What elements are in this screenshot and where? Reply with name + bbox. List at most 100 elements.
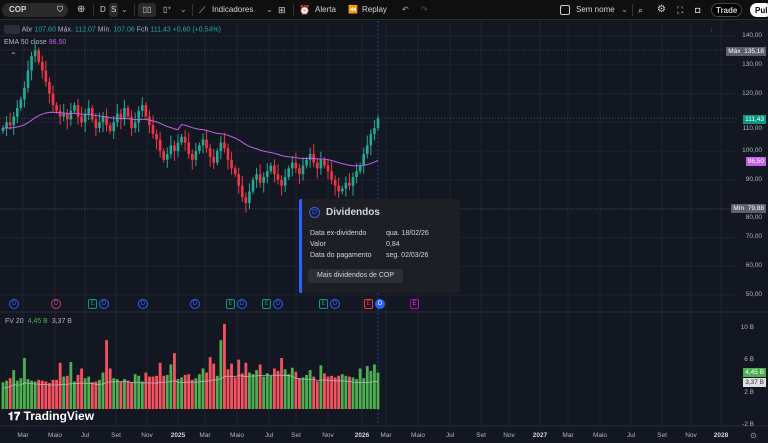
undo-icon[interactable]: ↶ — [402, 5, 409, 14]
redo-icon[interactable]: ↷ — [421, 5, 428, 14]
dividend-marker[interactable]: D — [51, 299, 61, 309]
alarm-icon: ⏰ — [299, 5, 311, 15]
replay-button[interactable]: Replay — [362, 5, 387, 14]
layouts-grid-icon[interactable]: ⊞ — [278, 5, 286, 15]
dividend-marker[interactable]: D — [273, 299, 283, 309]
quick-search-icon[interactable]: ⌕ — [638, 5, 644, 15]
volume-bar — [326, 376, 330, 409]
dividend-marker[interactable]: D — [237, 299, 247, 309]
candle-body — [351, 177, 355, 186]
volume-bar — [76, 374, 80, 409]
indicators-icon[interactable]: ⟋ — [199, 5, 206, 15]
price-tick: 140,00 — [742, 32, 762, 39]
volume-bar — [208, 357, 212, 409]
candles-icon[interactable]: ▯▯ — [138, 3, 156, 17]
candle-body — [365, 145, 369, 154]
volume-bar — [365, 366, 369, 409]
candle-body — [355, 171, 358, 178]
candle-body — [255, 174, 258, 180]
volume-bar — [87, 376, 91, 409]
interval-day[interactable]: D — [100, 5, 106, 14]
volume-bar — [108, 368, 112, 409]
volume-bar — [73, 381, 76, 409]
payment-date-value: seg. 02/03/26 — [386, 252, 429, 259]
open-value: 107,60 — [34, 26, 56, 34]
chevron-down-icon[interactable]: ⌄ — [621, 5, 628, 14]
trade-button[interactable]: Trade — [711, 3, 743, 17]
volume-legend[interactable]: FV 20 4,45 B 3,37 B — [5, 318, 72, 325]
max-value: 135,18 — [744, 48, 764, 55]
replay-icon: ⏪ — [348, 5, 358, 14]
volume-bar — [48, 383, 51, 409]
volume-bar — [262, 376, 266, 409]
volume-bar — [212, 363, 216, 409]
volume-bar — [40, 380, 44, 409]
dividend-marker-active[interactable]: D — [375, 299, 385, 309]
candle-body — [240, 185, 244, 198]
ema-legend[interactable]: EMA 50 close 96,50 — [4, 39, 66, 46]
dividend-marker[interactable]: D — [9, 299, 19, 309]
volume-bar — [30, 380, 33, 409]
high-value: 112,07 — [74, 26, 96, 34]
volume-bar — [151, 376, 155, 409]
candle-body — [233, 168, 237, 175]
time-tick: Jul — [80, 432, 90, 439]
candle-body — [73, 105, 76, 111]
candle-body — [323, 159, 326, 166]
camera-icon[interactable]: ◘ — [695, 5, 701, 15]
volume-bar — [80, 368, 83, 409]
volume-bar — [290, 367, 294, 409]
volume-tick: 2 B — [744, 388, 754, 396]
volume-ma-tag: 3,37 B — [743, 378, 766, 387]
candle-body — [251, 179, 255, 192]
settings-gear-icon[interactable]: ⚙ — [657, 4, 666, 15]
collapse-chevron-icon[interactable]: ⌃ — [10, 51, 17, 60]
earnings-marker[interactable]: E — [364, 299, 373, 309]
dividend-marker[interactable]: D — [190, 299, 200, 309]
layout-name-button[interactable]: Sem nome — [576, 5, 615, 14]
bar-type-icon[interactable]: ▯⁺ — [163, 5, 172, 14]
chevron-down-icon[interactable]: ⌄ — [266, 5, 273, 14]
volume-bar — [119, 381, 123, 409]
earnings-marker-upcoming[interactable]: E — [410, 299, 419, 309]
add-symbol-icon[interactable]: ⊕ — [77, 4, 86, 15]
divider — [192, 4, 193, 16]
close-value: 111,43 — [150, 26, 171, 34]
timezone-settings-icon[interactable]: ⊙ — [750, 431, 757, 440]
interval-week[interactable]: S — [109, 3, 119, 17]
scroll-down-icon[interactable]: ↓ — [710, 27, 714, 34]
dividend-marker[interactable]: D — [99, 299, 109, 309]
legend-toggle[interactable] — [4, 25, 20, 34]
volume-bar — [23, 357, 26, 409]
earnings-marker[interactable]: E — [226, 299, 235, 309]
chevron-down-icon[interactable]: ⌄ — [180, 5, 187, 14]
dividend-marker[interactable]: D — [138, 299, 148, 309]
publish-button[interactable]: Pul — [750, 3, 768, 17]
indicators-button[interactable]: Indicadores — [212, 5, 254, 14]
time-tick: 2027 — [532, 432, 548, 439]
ema-price-tag: 96,50 — [745, 157, 766, 166]
alert-button[interactable]: Alerta — [315, 5, 336, 14]
volume-bar — [205, 372, 208, 409]
candle-body — [173, 145, 176, 152]
volume-bar — [233, 377, 237, 409]
volume-bar — [8, 378, 12, 409]
volume-bar — [319, 365, 323, 409]
fullscreen-icon[interactable]: ⛶ — [677, 5, 684, 15]
volume-bar — [344, 375, 348, 409]
volume-bar — [230, 363, 233, 409]
earnings-marker[interactable]: E — [319, 299, 328, 309]
volume-tick: -2 B — [742, 421, 754, 429]
layout-checkbox[interactable] — [560, 5, 570, 15]
price-tick: 60,00 — [745, 262, 762, 270]
candle-body — [348, 182, 351, 186]
symbol-search[interactable]: COP ⛉ — [2, 3, 68, 17]
candle-body — [333, 179, 337, 186]
dividend-marker[interactable]: D — [330, 299, 340, 309]
earnings-marker[interactable]: E — [88, 299, 97, 309]
more-dividends-button[interactable]: Mais dividendos de COP — [308, 269, 404, 283]
volume-bar — [169, 364, 173, 409]
chevron-down-icon[interactable]: ⌄ — [121, 5, 128, 14]
max-price-tag: Máx 135,18 — [726, 47, 766, 56]
earnings-marker[interactable]: E — [262, 299, 271, 309]
